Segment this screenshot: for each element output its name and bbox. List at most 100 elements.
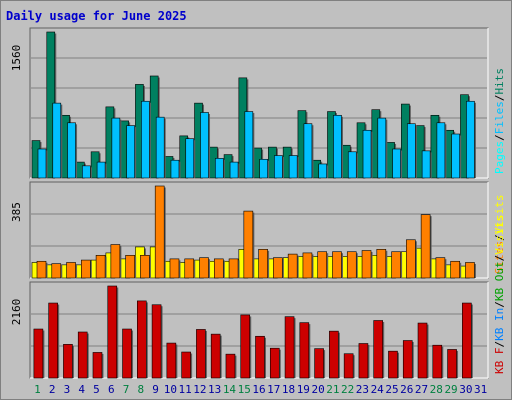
day-label-23: 23 [356,383,369,396]
day-labels-group: 1 2 3 4 5 6 7 8 9 10 11 12 13 14 15 16 17 18 19 20 21 22 23 24 2… [34,383,487,396]
day-label-30: 30 [459,383,472,396]
bar-files-29 [451,133,460,179]
bar-sites-5 [95,254,106,279]
day-label-16: 16 [252,383,265,396]
legend-item: KB F [493,348,506,375]
bar-kb-f-26 [402,340,413,379]
legend-item: Pages [493,141,506,174]
day-label-6: 6 [108,383,115,396]
bar-kb-f-7 [122,328,132,379]
day-label-14: 14 [223,383,237,396]
bar-sites-28 [435,257,446,279]
bar-kb-f-20 [314,348,324,379]
bar-files-9 [155,116,165,179]
bar-files-20 [318,163,328,179]
bar-sites-19 [302,252,313,279]
bar-kb-f-6 [107,285,118,379]
panels-group: 1560Pages/Files/Hits385Sites/Visits2160K… [10,27,506,379]
day-label-7: 7 [123,383,130,396]
bar-sites-13 [213,258,224,279]
bar-files-26 [407,123,416,179]
bar-kb-f-19 [299,322,310,379]
day-label-20: 20 [311,383,324,396]
bar-files-11 [185,138,195,179]
bar-files-6 [111,117,121,179]
bar-sites-21 [332,251,342,279]
day-label-3: 3 [64,383,71,396]
bar-kb-f-14 [225,353,236,379]
day-label-8: 8 [137,383,144,396]
bar-kb-f-28 [432,344,443,379]
bar-kb-f-18 [284,316,295,379]
legend-item: Hits [493,68,506,95]
day-label-10: 10 [164,383,177,396]
bar-files-7 [126,125,135,179]
bar-files-19 [303,123,313,179]
legend-item: / [493,255,506,262]
legend-item: / [493,341,506,348]
bar-files-22 [347,151,357,179]
bar-sites-30 [465,262,475,279]
legend-item: Sites [493,241,506,274]
legend-item: KB In [493,308,506,341]
bar-sites-25 [391,251,401,279]
day-label-31: 31 [474,383,487,396]
y-max-label: 2160 [10,299,23,326]
bar-kb-f-8 [137,300,147,379]
day-label-28: 28 [430,383,443,396]
bar-sites-16 [258,249,268,279]
bar-kb-f-10 [166,342,177,379]
bar-sites-18 [287,253,298,279]
bar-files-1 [37,148,47,179]
y-max-label: 1560 [10,45,23,72]
day-label-13: 13 [208,383,221,396]
bar-kb-f-25 [388,350,398,379]
legend-item: / [493,234,506,241]
bar-kb-f-21 [329,330,339,379]
y-max-label: 385 [10,202,23,222]
bar-sites-12 [199,257,209,279]
day-label-2: 2 [49,383,56,396]
day-label-9: 9 [152,383,159,396]
day-label-11: 11 [179,383,192,396]
bar-files-17 [274,155,283,179]
day-label-4: 4 [78,383,85,396]
bar-kb-f-15 [240,314,251,379]
bar-sites-14 [228,258,239,279]
bar-kb-f-27 [417,322,428,379]
day-label-22: 22 [341,383,354,396]
bar-sites-3 [66,262,76,279]
bar-sites-17 [273,257,283,279]
bar-files-8 [141,100,150,179]
bar-kb-f-16 [255,335,265,379]
legend: KB F/KB In/KB Out/Visits [493,215,506,374]
bar-kb-f-3 [63,344,73,379]
bar-files-24 [377,117,387,179]
bar-kb-f-23 [358,343,369,379]
bar-sites-26 [406,239,416,279]
day-label-27: 27 [415,383,428,396]
day-label-5: 5 [93,383,100,396]
day-label-19: 19 [297,383,310,396]
legend-item: Files [493,101,506,134]
bar-files-13 [214,158,224,179]
day-label-17: 17 [267,383,280,396]
bar-files-5 [96,161,106,179]
bar-files-10 [170,159,180,179]
bar-sites-24 [376,249,387,279]
bar-files-28 [436,122,446,179]
bar-kb-f-1 [33,328,44,379]
bar-sites-9 [154,185,165,279]
legend-item: Visits [493,195,506,235]
day-label-21: 21 [326,383,339,396]
bar-sites-27 [420,214,431,279]
bar-kb-f-9 [151,304,162,379]
day-label-25: 25 [385,383,398,396]
bar-sites-8 [140,254,150,279]
legend-item: KB Out [493,261,506,301]
bar-files-18 [288,155,298,179]
legend-item: / [493,134,506,141]
bar-kb-f-2 [48,302,58,379]
